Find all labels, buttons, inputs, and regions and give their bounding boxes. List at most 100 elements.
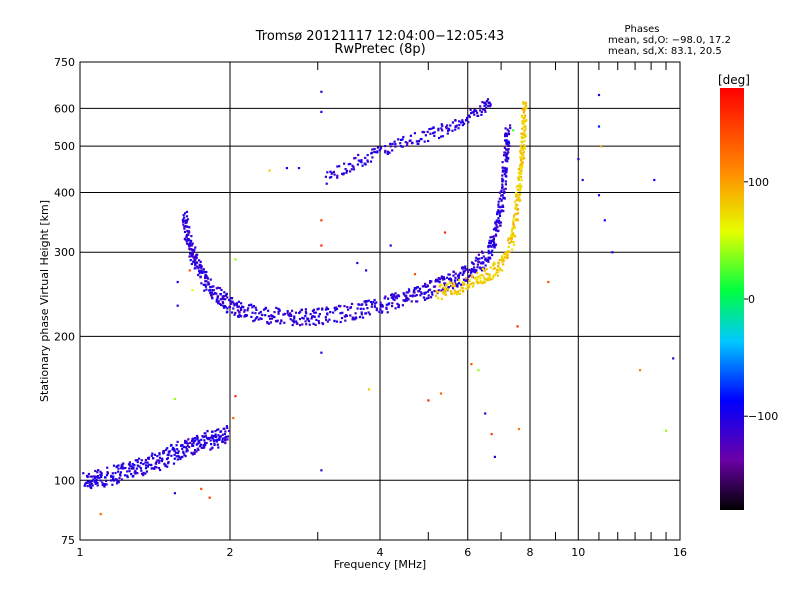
echo-point — [507, 246, 510, 249]
echo-point — [520, 114, 524, 117]
echo-point — [209, 448, 212, 451]
echo-point — [212, 293, 215, 296]
echo-point — [505, 254, 508, 257]
echo-point — [498, 267, 502, 270]
echo-point — [402, 299, 405, 302]
echo-point — [505, 157, 508, 160]
echo-point — [516, 325, 519, 328]
echo-point — [393, 140, 396, 143]
echo-point — [191, 439, 194, 443]
echo-point — [317, 315, 320, 318]
echo-point — [429, 132, 432, 135]
echo-point — [512, 129, 515, 132]
echo-point — [198, 269, 201, 272]
echo-point — [416, 286, 419, 289]
echo-point — [490, 245, 493, 248]
echo-point — [324, 308, 328, 311]
echo-point — [343, 305, 346, 308]
echo-point — [474, 277, 477, 280]
echo-point — [452, 282, 456, 285]
echo-point — [475, 278, 478, 282]
echo-point — [246, 309, 249, 312]
echo-point — [204, 280, 207, 283]
echo-point — [280, 319, 283, 322]
echo-point — [371, 156, 374, 159]
echo-point — [219, 435, 222, 438]
echo-point — [320, 469, 323, 472]
echo-point — [397, 295, 401, 298]
plot-area-frame — [79, 61, 681, 541]
echo-point — [416, 142, 419, 145]
echo-point — [268, 169, 271, 172]
echo-point — [487, 105, 490, 108]
echo-point — [468, 275, 471, 278]
echo-point — [460, 283, 463, 286]
echo-point — [211, 430, 214, 433]
echo-point — [521, 137, 524, 140]
echo-point — [191, 242, 194, 245]
echo-point — [134, 471, 137, 474]
echo-point — [173, 449, 176, 452]
echo-point — [110, 475, 113, 478]
echo-point — [136, 472, 139, 475]
echo-point — [162, 450, 165, 453]
echo-point — [496, 225, 499, 229]
echo-point — [142, 471, 145, 475]
echo-point — [462, 270, 465, 273]
echo-point — [418, 289, 421, 293]
echo-point — [506, 239, 510, 242]
echo-point — [349, 314, 352, 317]
echo-point — [267, 315, 270, 318]
echo-point — [437, 127, 440, 130]
echo-point — [226, 435, 229, 438]
echo-point — [366, 160, 369, 163]
echo-point — [438, 136, 441, 140]
echo-point — [453, 279, 457, 282]
echo-point — [515, 185, 518, 188]
echo-point — [509, 124, 512, 127]
echo-point — [523, 110, 526, 113]
echo-point — [185, 219, 188, 222]
echo-point — [445, 127, 448, 130]
echo-point — [315, 318, 318, 321]
echo-point — [106, 466, 109, 469]
echo-point — [185, 233, 189, 236]
echo-point — [396, 302, 399, 305]
echo-point — [520, 160, 523, 163]
echo-point — [94, 482, 97, 485]
echo-point — [523, 116, 527, 119]
echo-point — [504, 167, 507, 170]
echo-point — [364, 156, 367, 159]
echo-point — [228, 306, 232, 309]
echo-point — [215, 435, 218, 439]
echo-point — [444, 293, 447, 296]
echo-point — [181, 219, 184, 222]
echo-point — [152, 457, 155, 460]
echo-point — [173, 397, 176, 401]
echo-point — [597, 93, 601, 97]
echo-point — [433, 290, 436, 293]
echo-point — [501, 194, 504, 197]
echo-point — [253, 319, 256, 322]
echo-point — [383, 297, 386, 300]
x-tick-label: 1 — [77, 546, 84, 559]
echo-point — [468, 114, 471, 117]
echo-point — [347, 163, 350, 166]
echo-point — [468, 115, 471, 119]
echo-point — [483, 270, 486, 273]
echo-point — [481, 266, 484, 269]
echo-point — [186, 218, 190, 221]
echo-point — [505, 152, 508, 155]
echo-point — [461, 289, 465, 292]
echo-point — [359, 307, 362, 310]
echo-point — [190, 262, 193, 266]
echo-point — [467, 270, 470, 273]
echo-point — [502, 209, 505, 213]
echo-point — [213, 440, 216, 443]
echo-point — [273, 311, 276, 314]
echo-point — [94, 476, 97, 480]
echo-point — [373, 302, 377, 305]
echo-point — [211, 437, 214, 440]
echo-point — [597, 194, 601, 197]
echo-point — [399, 142, 402, 145]
